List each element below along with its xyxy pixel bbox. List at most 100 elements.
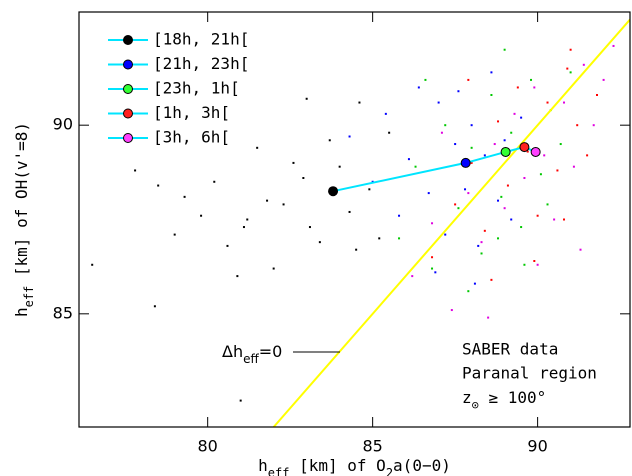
text-part: ⊙ (472, 398, 479, 412)
point (576, 124, 579, 127)
point (473, 282, 476, 285)
point (427, 192, 430, 195)
point (487, 316, 490, 319)
point (457, 207, 460, 210)
text-part: a(0−0) (393, 456, 451, 475)
point (246, 218, 249, 221)
point (480, 252, 483, 255)
point (431, 222, 434, 225)
point (546, 101, 549, 104)
point (490, 71, 493, 74)
mean-point (519, 142, 530, 153)
y-tick-label: 85 (53, 303, 73, 322)
point (506, 184, 509, 187)
text-part: eff (22, 286, 36, 308)
point (200, 214, 203, 217)
point (384, 112, 387, 115)
point (457, 90, 460, 93)
point (556, 169, 559, 172)
point (523, 177, 526, 179)
point (183, 195, 186, 198)
point (282, 203, 285, 206)
point (398, 214, 401, 217)
point (563, 101, 566, 104)
point (533, 86, 536, 89)
point (378, 237, 381, 240)
point (586, 154, 589, 157)
text-part: [km] of O (289, 456, 385, 475)
point (493, 143, 496, 146)
point (539, 173, 542, 176)
mean-point (500, 146, 511, 157)
point (477, 244, 480, 247)
point (566, 67, 569, 70)
point (272, 267, 275, 270)
point (510, 218, 513, 221)
point (338, 165, 341, 168)
point (414, 165, 417, 168)
point (483, 229, 486, 232)
point (480, 241, 483, 244)
point (612, 44, 615, 47)
point (411, 275, 414, 278)
point (437, 101, 440, 104)
point (464, 188, 467, 191)
point (355, 248, 358, 251)
point (302, 177, 305, 179)
legend-label: [23h, 1h[ (153, 79, 240, 98)
point (348, 210, 351, 213)
point (563, 218, 566, 221)
point (134, 169, 137, 172)
text-part: =0 (259, 342, 283, 361)
point (497, 199, 500, 202)
text-part: z (462, 388, 472, 407)
legend-label: [3h, 6h[ (153, 128, 230, 147)
point (467, 290, 470, 293)
point (91, 263, 94, 266)
point (497, 120, 500, 123)
legend-marker (123, 59, 133, 70)
point (239, 399, 242, 402)
x-axis-label: heff [km] of O2a(0−0) (258, 456, 451, 476)
legend-label: [18h, 21h[ (153, 30, 249, 49)
point (592, 124, 595, 127)
text-part: h (12, 307, 31, 317)
point (368, 188, 371, 191)
point (559, 143, 562, 146)
point (497, 237, 500, 240)
identity-line (272, 18, 630, 427)
point (490, 278, 493, 281)
y-tick-label: 90 (53, 115, 73, 134)
point (318, 241, 321, 244)
point (236, 275, 239, 278)
point (569, 48, 572, 51)
point (503, 139, 506, 142)
legend-marker (123, 35, 133, 45)
point (526, 150, 529, 153)
point (523, 263, 526, 266)
point (536, 214, 539, 217)
plot-frame (78, 11, 631, 428)
point (533, 260, 536, 262)
mean-point (460, 157, 471, 168)
point (173, 233, 176, 236)
point (520, 116, 523, 119)
legend-marker (123, 84, 133, 94)
point (440, 131, 443, 134)
point (467, 78, 470, 81)
point (500, 195, 503, 198)
point (292, 161, 295, 164)
point (470, 161, 473, 164)
point (582, 63, 585, 66)
point (520, 226, 523, 229)
points (91, 44, 615, 402)
x-tick-label: 90 (527, 437, 547, 456)
legend-label: [21h, 23h[ (153, 54, 249, 73)
point (510, 131, 513, 134)
point (256, 146, 259, 149)
legend-marker (123, 108, 133, 119)
point (308, 226, 311, 229)
point (417, 86, 420, 89)
point (602, 78, 605, 81)
mean-point (328, 186, 339, 197)
